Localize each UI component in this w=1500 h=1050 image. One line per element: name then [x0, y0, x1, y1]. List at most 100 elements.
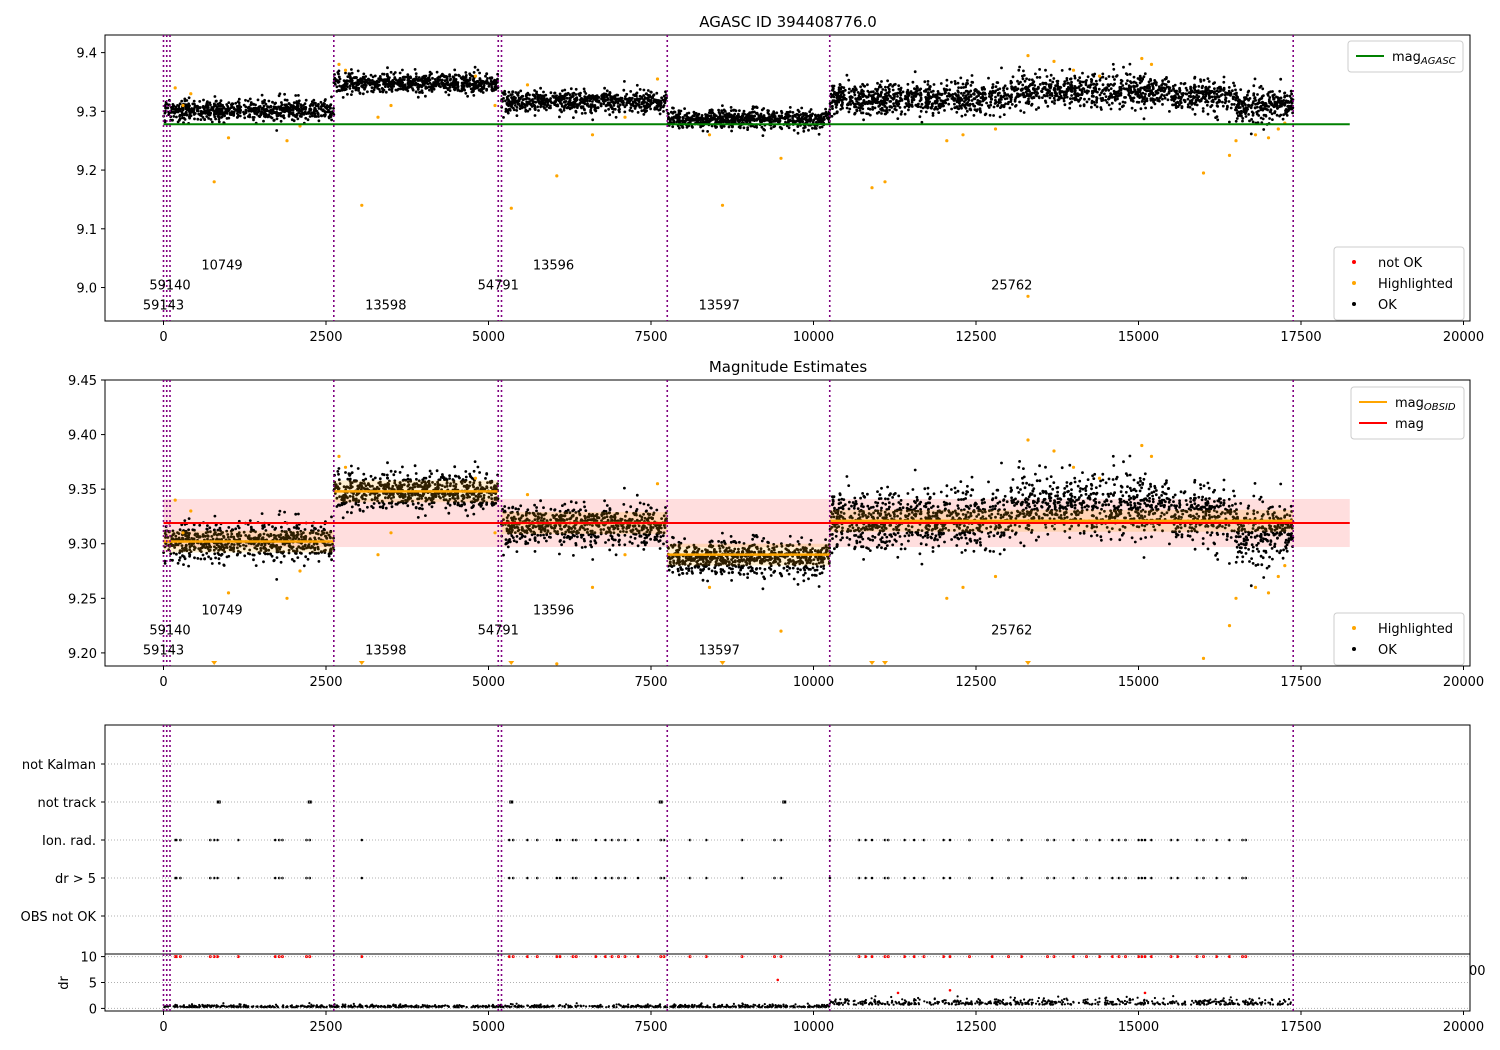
top-ok-point [1273, 93, 1276, 96]
top-ok-point [369, 73, 373, 77]
top-ok-point [609, 95, 612, 99]
top-ok-point [373, 81, 376, 85]
top-ok-point [876, 93, 880, 97]
top-ok-point [998, 87, 1002, 91]
top-ok-point [275, 114, 279, 118]
top-ok-point [401, 68, 404, 72]
top-ok-point [355, 83, 358, 87]
top-ok-point [610, 98, 614, 102]
top-ok-point [340, 88, 344, 92]
top-ok-point [1037, 87, 1040, 90]
top-ok-point [993, 91, 997, 94]
top-ok-point [248, 97, 252, 101]
top-ok-point [227, 101, 231, 104]
top-ok-point [388, 76, 391, 79]
top-ok-point [906, 88, 910, 92]
top-ok-point [219, 111, 223, 115]
top-ytick-label: 9.4 [76, 47, 97, 62]
top-ok-point [362, 72, 366, 76]
top-ok-point [246, 99, 250, 103]
top-ok-point [424, 94, 427, 98]
top-ok-point [1233, 84, 1236, 88]
top-ok-point [880, 80, 883, 83]
top-ok-point [1263, 105, 1267, 108]
top-ok-point [416, 88, 420, 91]
top-ok-point [1229, 106, 1233, 110]
top-ok-point [1009, 81, 1013, 85]
top-ok-point [1032, 96, 1036, 99]
top-ok-point [565, 96, 569, 100]
top-ok-point [716, 117, 719, 121]
top-ok-point [963, 100, 966, 103]
top-ok-point [563, 97, 566, 101]
top-ok-point [599, 104, 603, 108]
top-ok-point [466, 94, 469, 98]
top-ok-point [457, 73, 460, 77]
top-ok-point [705, 114, 708, 118]
top-ok-point [961, 82, 965, 86]
top-ok-point [934, 101, 937, 105]
top-ok-point [713, 124, 717, 128]
top-ok-point [635, 94, 638, 98]
top-ok-point [837, 86, 841, 90]
top-ok-point [528, 107, 532, 111]
top-ok-point [482, 83, 486, 87]
top-ok-point [945, 94, 949, 98]
top-ok-point [637, 98, 641, 102]
top-ok-point [843, 88, 847, 92]
top-ok-point [1122, 87, 1126, 90]
top-ok-point [478, 78, 482, 81]
top-ok-point [892, 102, 895, 105]
top-ok-point [851, 101, 855, 105]
top-ok-point [286, 109, 290, 113]
top-ok-point [1010, 103, 1014, 106]
top-ok-point [919, 105, 922, 109]
top-ok-point [638, 88, 642, 91]
top-ok-point [619, 103, 622, 107]
top-ok-point [1224, 96, 1228, 100]
top-ok-point [1065, 77, 1069, 80]
top-ok-point [1205, 91, 1208, 95]
mid-ok-point [183, 519, 187, 522]
top-ok-point [1003, 91, 1006, 95]
top-ok-point [192, 107, 196, 111]
top-ok-point [602, 102, 606, 106]
top-ok-point [966, 82, 969, 85]
top-ok-point [343, 82, 347, 85]
top-ok-point [178, 109, 182, 113]
top-ok-point [538, 100, 542, 104]
top-ok-point [236, 105, 240, 109]
top-ok-point [1233, 92, 1236, 96]
top-ok-point [968, 102, 972, 106]
top-ok-point [748, 117, 752, 121]
top-ok-point [563, 88, 567, 92]
top-highlight-point [337, 62, 341, 66]
top-ok-point [838, 83, 842, 86]
top-ok-point [853, 85, 857, 89]
top-ok-point [1035, 76, 1039, 79]
top-ok-point [251, 116, 255, 119]
top-ok-point [415, 75, 418, 79]
top-ok-point [832, 99, 836, 103]
top-ok-point [452, 78, 456, 82]
top-ok-point [327, 108, 330, 112]
top-ok-point [271, 100, 274, 104]
top-ok-point [1151, 93, 1155, 97]
top-ok-point [912, 91, 916, 95]
top-ok-point [206, 105, 210, 109]
top-ok-point [1132, 80, 1136, 84]
top-ok-point [930, 90, 933, 94]
top-ok-point [1213, 87, 1216, 90]
top-ok-point [1151, 85, 1155, 89]
top-ok-point [1244, 115, 1248, 118]
top-ok-point [408, 79, 412, 83]
top-ok-point [913, 70, 917, 74]
top-ok-point [262, 108, 266, 112]
top-ok-point [757, 114, 761, 117]
top-ok-point [805, 112, 808, 116]
top-ok-point [228, 111, 232, 115]
top-highlight-point [376, 115, 380, 119]
top-highlight-point [1234, 139, 1238, 143]
top-ok-point [1201, 109, 1205, 113]
top-ok-point [945, 78, 949, 82]
